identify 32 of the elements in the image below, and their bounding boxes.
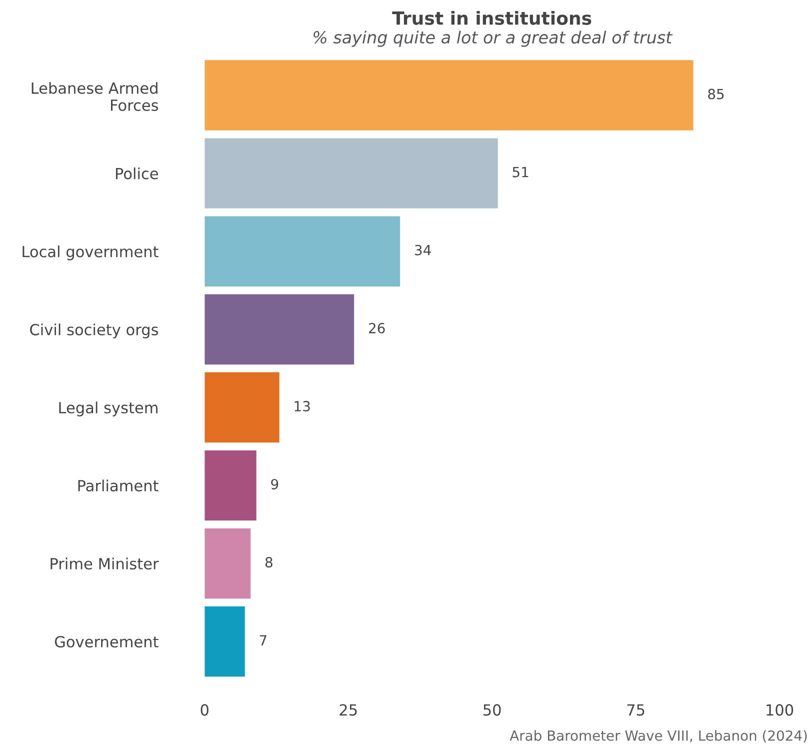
bar bbox=[204, 528, 251, 599]
bar bbox=[204, 450, 256, 521]
chart-title: Trust in institutions bbox=[392, 10, 592, 25]
y-tick-label: Governement bbox=[54, 636, 158, 648]
x-tick-label: 25 bbox=[340, 704, 357, 716]
y-tick-label: Civil society orgs bbox=[30, 324, 158, 338]
data-label: 8 bbox=[265, 556, 272, 568]
data-label: 9 bbox=[271, 478, 278, 490]
text: Arab Barometer Wave VIII, Lebanon (2024) bbox=[510, 730, 807, 742]
x-tick-label: 0 bbox=[200, 704, 208, 716]
x-tick-label: 100 bbox=[766, 704, 794, 716]
x-tick-label: 75 bbox=[627, 704, 644, 716]
y-tick-label: Local government bbox=[22, 246, 158, 260]
y-tick-label: Lebanese Armed Forces bbox=[32, 82, 158, 112]
data-label: 13 bbox=[294, 400, 310, 412]
data-label: 85 bbox=[708, 88, 724, 100]
data-label: 26 bbox=[369, 322, 385, 334]
bar bbox=[204, 138, 498, 208]
y-tick-label: Police bbox=[116, 168, 158, 180]
x-tick-label: 50 bbox=[484, 704, 501, 716]
data-label: 51 bbox=[512, 167, 528, 178]
y-tick-label: Prime Minister bbox=[50, 558, 159, 570]
bar bbox=[204, 606, 245, 677]
data-label: 7 bbox=[260, 635, 266, 646]
data-label: 34 bbox=[415, 244, 431, 256]
chart-subtitle: % saying quite a lot or a great deal of trust bbox=[314, 30, 673, 47]
y-tick-label: Legal system bbox=[59, 402, 158, 416]
bar bbox=[204, 60, 694, 130]
y-tick-label: Parliament bbox=[78, 480, 158, 492]
bar bbox=[204, 372, 280, 443]
bar bbox=[204, 216, 400, 286]
bar bbox=[204, 294, 354, 364]
